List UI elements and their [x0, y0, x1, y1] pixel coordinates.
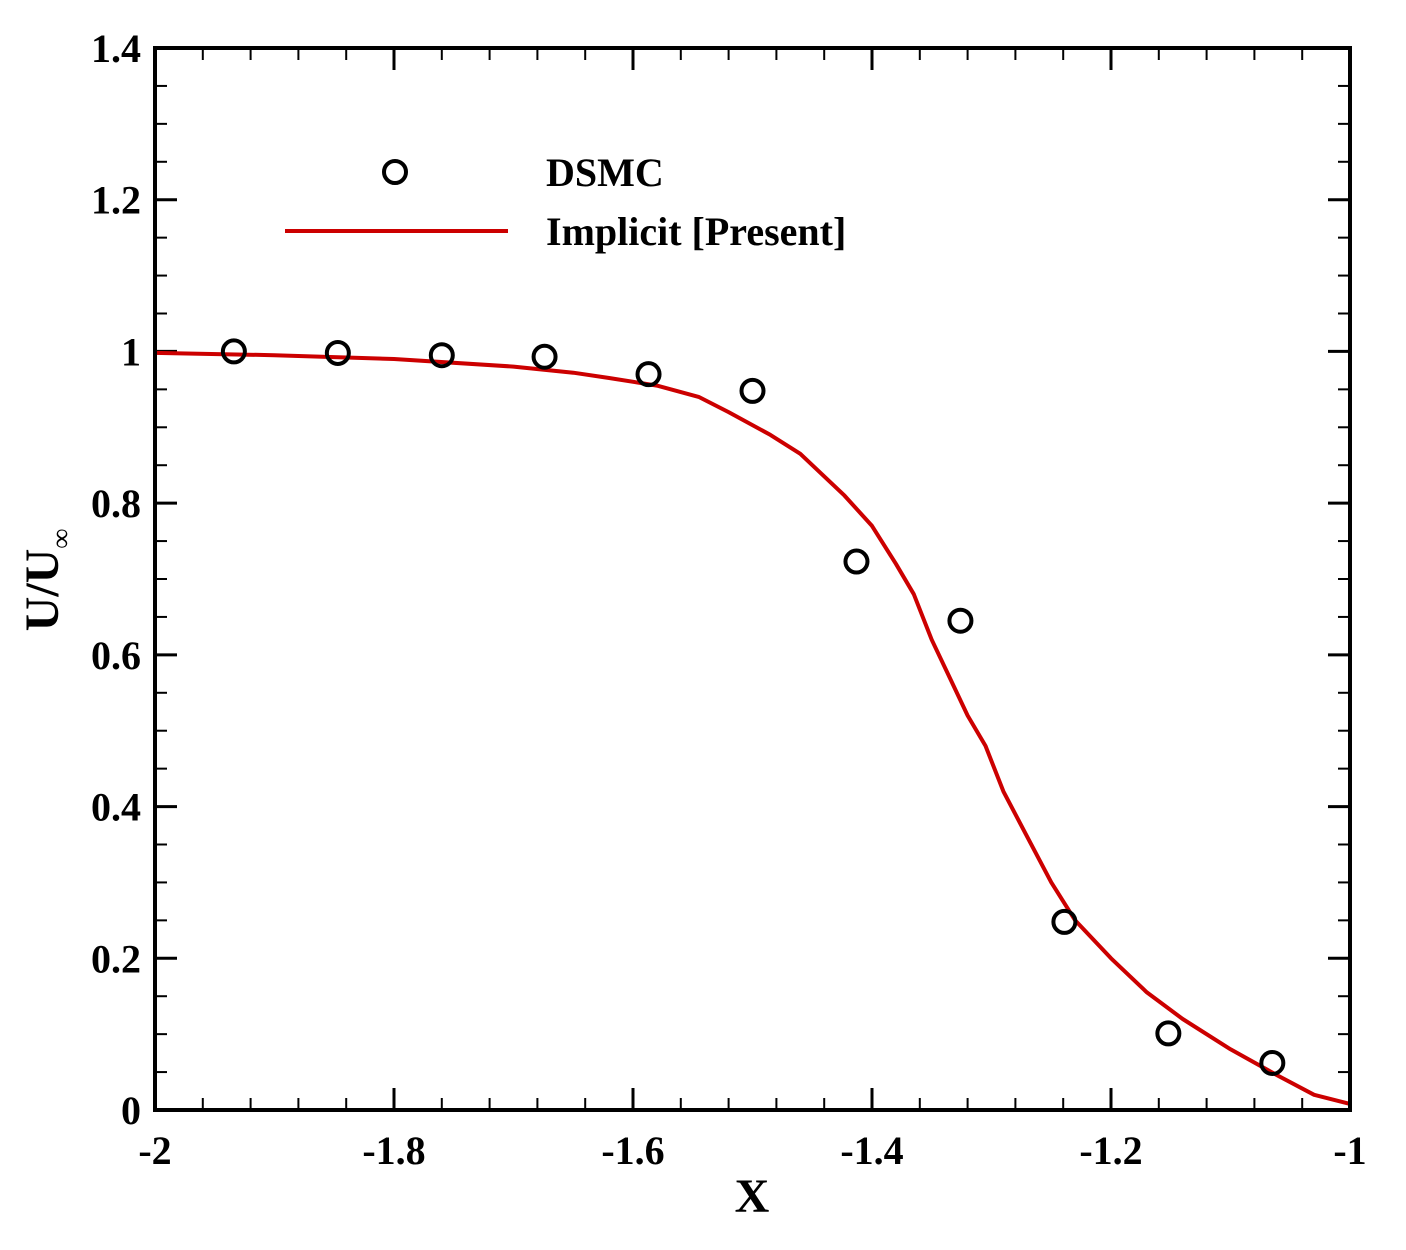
series-implicit-line [154, 350, 1351, 1106]
data-point-dsmc [1155, 1020, 1182, 1047]
y-tick-label: 0 [121, 1088, 141, 1133]
svg-text:U/U∞: U/U∞ [16, 529, 77, 632]
y-axis-label-subscript: ∞ [46, 529, 77, 549]
x-axis-label: X [735, 1170, 770, 1223]
x-tick-label: -1.8 [362, 1128, 425, 1173]
y-axis-label-main: U/U [16, 549, 69, 632]
legend-label-dsmc: DSMC [546, 150, 664, 195]
y-tick-label: 0.2 [91, 936, 141, 981]
legend-label-implicit: Implicit [Present] [546, 209, 846, 254]
x-tick-label: -1.6 [601, 1128, 664, 1173]
minor-ticks [155, 48, 1350, 1110]
y-axis-label: U/U∞ [16, 529, 77, 632]
data-point-dsmc [947, 607, 974, 634]
data-point-dsmc [1259, 1049, 1286, 1076]
y-tick-label: 0.4 [91, 785, 141, 830]
major-ticks [153, 46, 1352, 1112]
legend-marker-dsmc [382, 159, 408, 185]
y-tick-labels: 0 0.2 0.4 0.6 0.8 1 1.2 1.4 [91, 26, 141, 1133]
x-tick-labels: -2 -1.8 -1.6 -1.4 -1.2 -1 [138, 1128, 1366, 1173]
series-dsmc-layer [220, 338, 1286, 1076]
data-point-dsmc [635, 361, 662, 388]
y-tick-label: 0.8 [91, 481, 141, 526]
legend: DSMC Implicit [Present] [285, 150, 846, 254]
series-implicit-layer [154, 350, 1351, 1106]
data-point-dsmc [843, 548, 870, 575]
data-point-dsmc [428, 342, 455, 369]
data-point-dsmc [220, 338, 247, 365]
y-tick-label: 0.6 [91, 633, 141, 678]
data-point-dsmc [739, 377, 766, 404]
data-point-dsmc [324, 339, 351, 366]
y-tick-label: 1.4 [91, 26, 141, 71]
plot-frame [153, 46, 1352, 1112]
data-point-dsmc [1051, 908, 1078, 935]
y-tick-label: 1.2 [91, 178, 141, 223]
data-point-dsmc [531, 343, 558, 370]
x-tick-label: -2 [138, 1128, 171, 1173]
x-tick-label: -1 [1333, 1128, 1366, 1173]
x-tick-label: -1.4 [840, 1128, 903, 1173]
x-tick-label: -1.2 [1079, 1128, 1142, 1173]
y-tick-label: 1 [121, 329, 141, 374]
